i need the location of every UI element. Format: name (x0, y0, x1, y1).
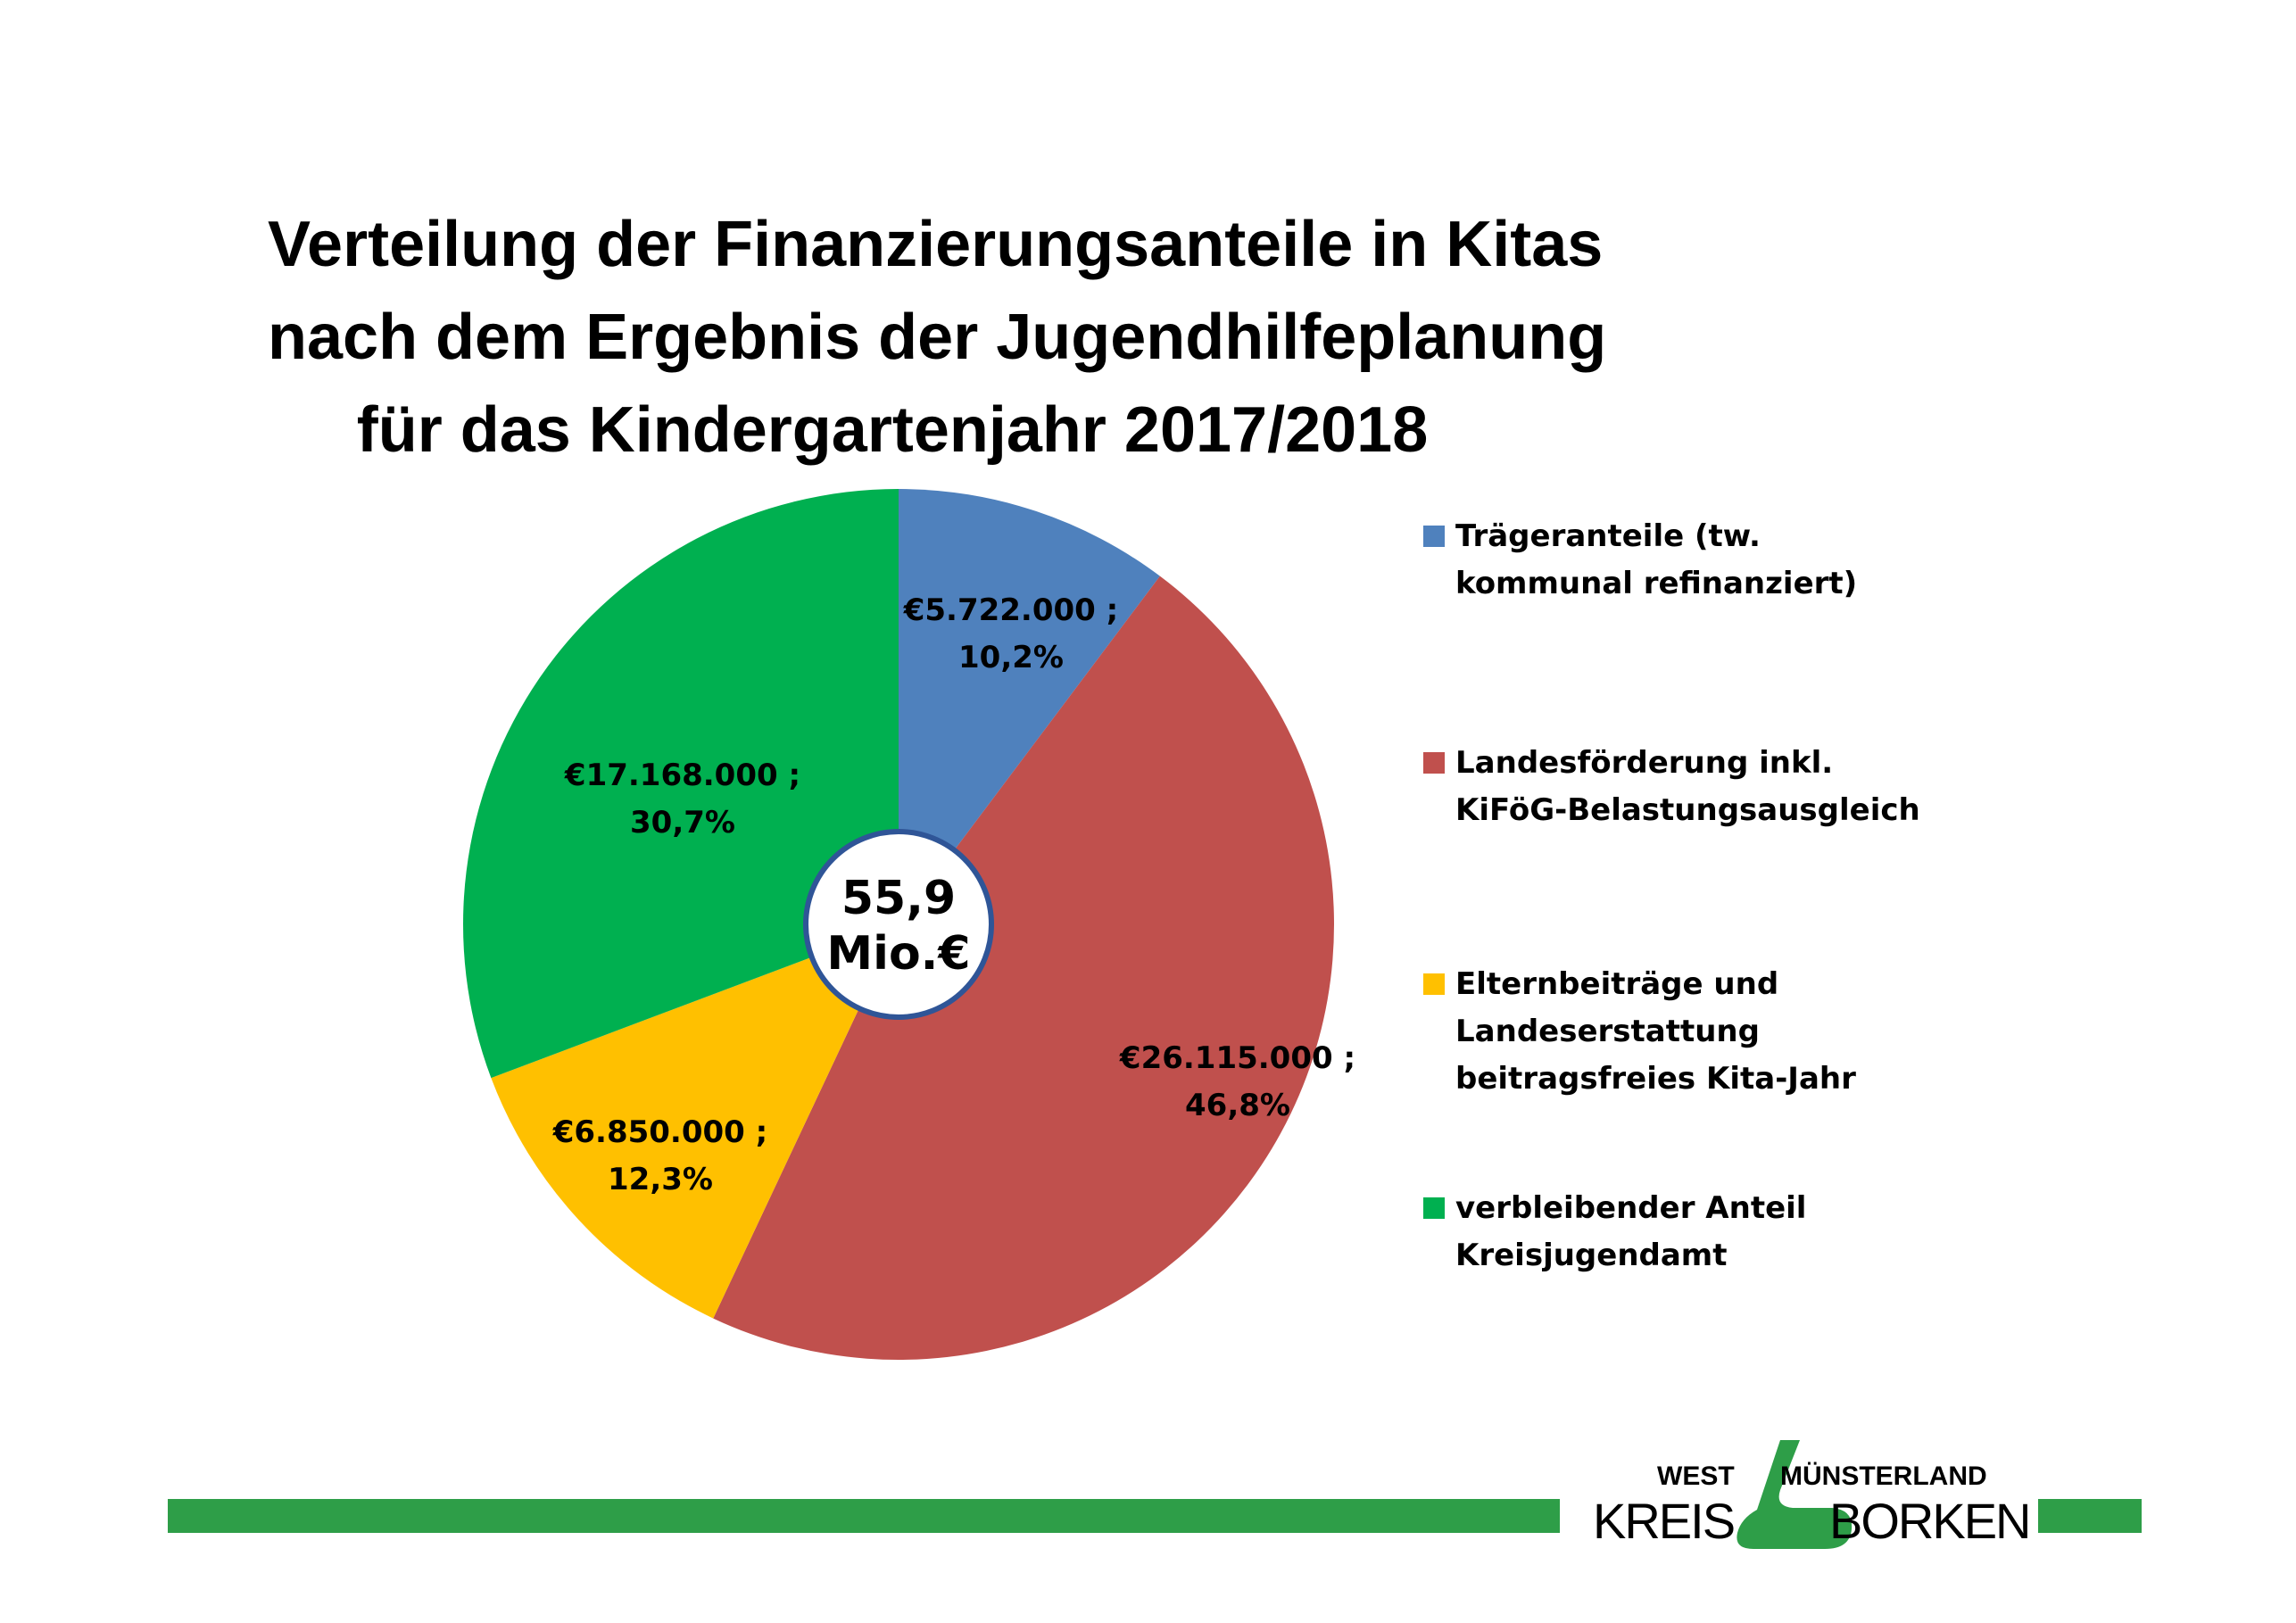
title-line-2: nach dem Ergebnis der Jugendhilfeplanung (268, 302, 1607, 373)
title-line-3: für das Kindergartenjahr 2017/2018 (356, 394, 1429, 466)
legend-label: verbleibender Anteil Kreisjugendamt (1455, 1190, 1807, 1273)
logo-emblem-icon (1737, 1440, 1853, 1549)
pie-slice-2 (713, 576, 1334, 1360)
logo-muensterland: MÜNSTERLAND (1780, 1462, 1987, 1491)
data-label-3: €6.850.000 ; 12,3% (552, 1114, 768, 1197)
logo-kreis: KREIS (1593, 1493, 1736, 1549)
pie-slice-3 (491, 924, 899, 1319)
pie-slice-4 (463, 489, 899, 1079)
data-label-1: €5.722.000 ; 10,2% (903, 592, 1119, 675)
legend-label: Landesförderung inkl. KiFöG-Belastungsau… (1455, 745, 1920, 828)
legend-label: Trägeranteile (tw. kommunal refinanziert… (1455, 518, 1858, 601)
chart-title: Verteilung der Finanzierungsanteile in K… (268, 198, 1607, 476)
legend-swatch (1423, 1197, 1445, 1219)
pie-slice-1 (899, 489, 1160, 924)
title-line-1: Verteilung der Finanzierungsanteile in K… (268, 209, 1604, 280)
data-label-4: €17.168.000 ; 30,7% (564, 758, 800, 840)
legend-swatch (1423, 973, 1445, 995)
data-label-2: €26.115.000 ; 46,8% (1119, 1040, 1355, 1123)
legend-swatch (1423, 526, 1445, 547)
footer-bar-right (2038, 1499, 2142, 1533)
center-total-circle (803, 829, 994, 1020)
legend-label: Elternbeiträge und Landeserstattung beit… (1455, 966, 1856, 1097)
logo-borken: BORKEN (1829, 1493, 2031, 1549)
kreis-borken-logo: WEST MÜNSTERLAND KREIS BORKEN (1584, 1437, 2031, 1553)
center-total-label: 55,9 Mio.€ (826, 872, 970, 981)
legend-swatch (1423, 752, 1445, 774)
footer-bar-left (168, 1499, 1560, 1533)
logo-west: WEST (1657, 1462, 1735, 1491)
